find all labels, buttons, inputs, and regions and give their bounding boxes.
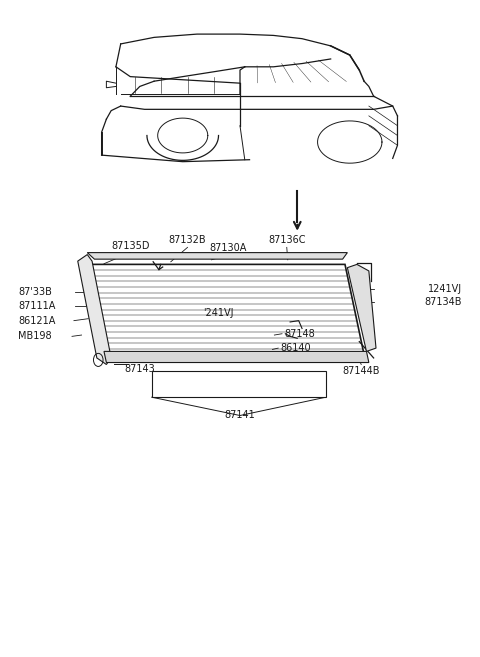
Text: 87'33B: 87'33B [18,287,52,297]
Text: 87143: 87143 [124,365,155,374]
Text: 87111A: 87111A [18,301,56,311]
Text: 87136C: 87136C [268,235,305,246]
Text: 86140: 86140 [280,343,311,353]
Text: 87148: 87148 [284,328,315,339]
Polygon shape [78,254,111,365]
Text: 87134B: 87134B [424,298,462,307]
Text: 87141: 87141 [225,410,255,420]
Text: 87135D: 87135D [111,240,149,251]
Text: MB198: MB198 [18,331,52,342]
Polygon shape [90,264,364,355]
Text: 87130A: 87130A [209,243,247,253]
Polygon shape [348,264,376,351]
Text: '241VJ: '241VJ [203,308,234,319]
Polygon shape [104,351,369,363]
Text: 87132B: 87132B [168,235,206,246]
Polygon shape [152,371,326,397]
Polygon shape [87,252,348,259]
Text: 87144B: 87144B [342,367,380,376]
Text: 86121A: 86121A [18,315,56,326]
Text: 1241VJ: 1241VJ [428,284,462,294]
